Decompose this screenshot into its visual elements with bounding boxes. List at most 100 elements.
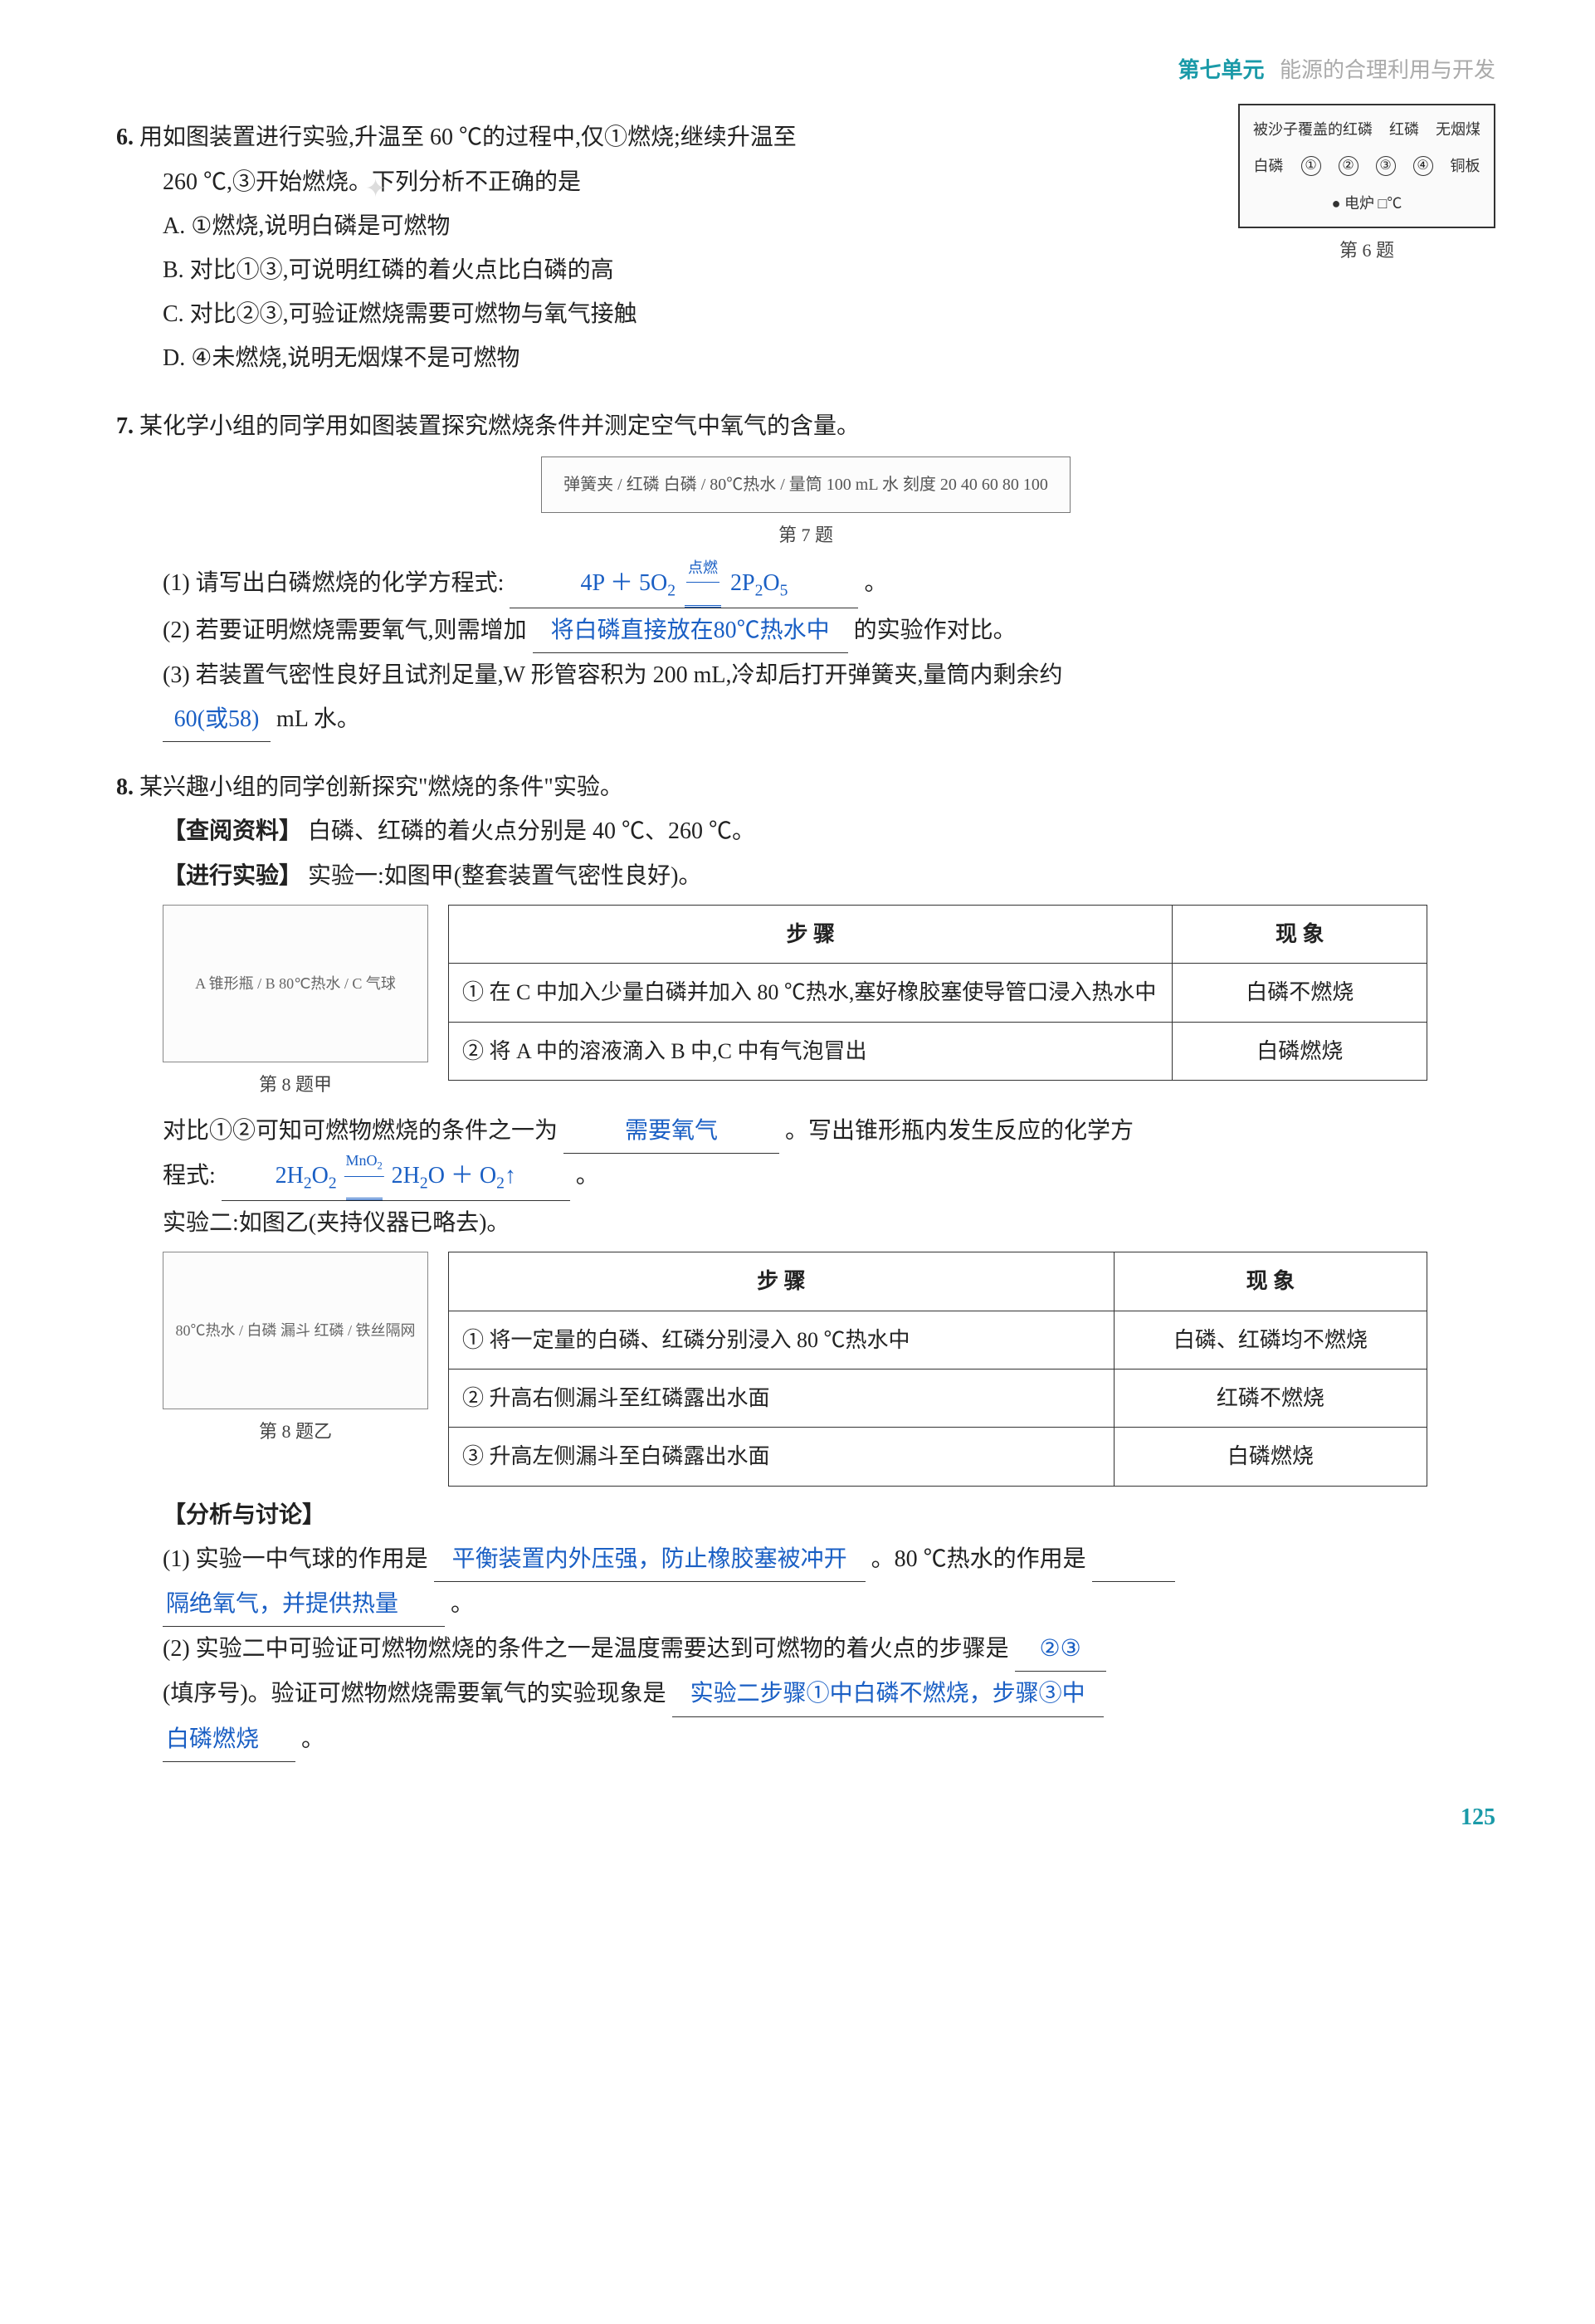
q8-exp2-row: 80℃热水 / 白磷 漏斗 红磷 / 铁丝隔网 第 8 题乙 步 骤 现 象 ①… bbox=[163, 1252, 1495, 1487]
q6-c3: ③ bbox=[1376, 156, 1396, 176]
q8-d2-line3: 白磷燃烧 。 bbox=[116, 1717, 1495, 1762]
q7-sub3-a: (3) 若装置气密性良好且试剂足量,W 形管容积为 200 mL,冷却后打开弹簧… bbox=[163, 662, 1062, 688]
t1-head-obs: 现 象 bbox=[1173, 905, 1427, 963]
q8-d1-ans1: 平衡装置内外压强，防止橡胶塞被冲开 bbox=[434, 1537, 866, 1582]
q6-num: 6. bbox=[116, 124, 134, 150]
question-6: 被沙子覆盖的红磷 红磷 无烟煤 白磷 ① ② ③ ④ 铜板 ● 电炉 □℃ 第 … bbox=[116, 115, 1495, 380]
q8-d1-line2: 隔绝氧气，并提供热量 。 bbox=[116, 1582, 1495, 1627]
q8-d2-ans1: ②③ bbox=[1015, 1627, 1106, 1672]
q8-diagram1-body: A 锥形瓶 / B 80℃热水 / C 气球 bbox=[163, 905, 428, 1062]
table-row: ① 将一定量的白磷、红磷分别浸入 80 ℃热水中 白磷、红磷均不燃烧 bbox=[449, 1311, 1427, 1369]
q8-after1-a: 对比①②可知可燃物燃烧的条件之一为 bbox=[163, 1118, 558, 1144]
q8-after1-line2: 程式: 2H2O2 MnO2 2H2O ＋ O2↑ 。 bbox=[116, 1154, 1495, 1201]
page-number: 125 bbox=[116, 1795, 1495, 1839]
t2-r1-step: ① 将一定量的白磷、红磷分别浸入 80 ℃热水中 bbox=[449, 1311, 1115, 1369]
q8-num: 8. bbox=[116, 774, 134, 800]
q8-after1-eq: 2H2O2 MnO2 2H2O ＋ O2↑ bbox=[222, 1154, 570, 1201]
q7-num: 7. bbox=[116, 413, 134, 439]
q8-after1-c: 程式: bbox=[163, 1163, 216, 1189]
q6-lbl-1: 被沙子覆盖的红磷 bbox=[1253, 115, 1373, 144]
q6-diagram: 被沙子覆盖的红磷 红磷 无烟煤 白磷 ① ② ③ ④ 铜板 ● 电炉 □℃ 第 … bbox=[1238, 104, 1495, 268]
q6-left: 白磷 bbox=[1254, 152, 1284, 180]
q8-diagram2: 80℃热水 / 白磷 漏斗 红磷 / 铁丝隔网 第 8 题乙 bbox=[163, 1252, 428, 1449]
q8-discuss-bracket: 【分析与讨论】 bbox=[163, 1502, 325, 1528]
q8-stem: 某兴趣小组的同学创新探究"燃烧的条件"实验。 bbox=[139, 774, 623, 800]
q7-stem-line: 7. 某化学小组的同学用如图装置探究燃烧条件并测定空气中氧气的含量。 bbox=[116, 404, 1495, 448]
q8-d2-line2: (填序号)。验证可燃物燃烧需要氧气的实验现象是 实验二步骤①中白磷不燃烧，步骤③… bbox=[116, 1672, 1495, 1716]
q8-table1: 步 骤 现 象 ① 在 C 中加入少量白磷并加入 80 ℃热水,塞好橡胶塞使导管… bbox=[448, 905, 1427, 1081]
q7-diagram-body: 弹簧夹 / 红磷 白磷 / 80℃热水 / 量筒 100 mL 水 刻度 20 … bbox=[541, 456, 1071, 513]
t2-head-obs: 现 象 bbox=[1114, 1252, 1427, 1311]
q7-sub2: (2) 若要证明燃烧需要氧气,则需增加 将白磷直接放在80℃热水中 的实验作对比… bbox=[116, 608, 1495, 653]
q8-d2-ans3: 白磷燃烧 bbox=[163, 1717, 295, 1762]
q6-c1: ① bbox=[1301, 156, 1321, 176]
q7-sub3: (3) 若装置气密性良好且试剂足量,W 形管容积为 200 mL,冷却后打开弹簧… bbox=[116, 653, 1495, 697]
t1-r1-step: ① 在 C 中加入少量白磷并加入 80 ℃热水,塞好橡胶塞使导管口浸入热水中 bbox=[449, 964, 1173, 1022]
q8-discuss-label: 【分析与讨论】 bbox=[116, 1493, 1495, 1537]
q8-stem-line: 8. 某兴趣小组的同学创新探究"燃烧的条件"实验。 bbox=[116, 765, 1495, 809]
q7-sub1-label: (1) 请写出白磷燃烧的化学方程式: bbox=[163, 570, 504, 596]
table-row: 步 骤 现 象 bbox=[449, 1252, 1427, 1311]
t1-head-step: 步 骤 bbox=[449, 905, 1173, 963]
q8-after1-line1: 对比①②可知可燃物燃烧的条件之一为 需要氧气 。写出锥形瓶内发生反应的化学方 bbox=[116, 1109, 1495, 1154]
t2-r2-obs: 红磷不燃烧 bbox=[1114, 1369, 1427, 1427]
table-row: ③ 升高左侧漏斗至白磷露出水面 白磷燃烧 bbox=[449, 1428, 1427, 1486]
q8-exp-label: 【进行实验】 bbox=[163, 863, 302, 889]
t2-head-step: 步 骤 bbox=[449, 1252, 1115, 1311]
question-8: 8. 某兴趣小组的同学创新探究"燃烧的条件"实验。 【查阅资料】 白磷、红磷的着… bbox=[116, 765, 1495, 1762]
table-row: ② 升高右侧漏斗至红磷露出水面 红磷不燃烧 bbox=[449, 1369, 1427, 1427]
q8-d1-b: 。80 ℃热水的作用是 bbox=[871, 1546, 1086, 1572]
q6-stem-a: 用如图装置进行实验,升温至 60 ℃的过程中,仅①燃烧;继续升温至 bbox=[139, 124, 797, 150]
t1-r1-obs: 白磷不燃烧 bbox=[1173, 964, 1427, 1022]
q8-d2-c: 。 bbox=[301, 1726, 324, 1752]
q6-lbl-3: 无烟煤 bbox=[1436, 115, 1480, 144]
q8-d2-ans2: 实验二步骤①中白磷不燃烧，步骤③中 bbox=[672, 1672, 1104, 1716]
table-row: ② 将 A 中的溶液滴入 B 中,C 中有气泡冒出 白磷燃烧 bbox=[449, 1022, 1427, 1080]
unit-label: 第七单元 bbox=[1178, 58, 1264, 82]
q8-exp1-intro: 实验一:如图甲(整套装置气密性良好)。 bbox=[308, 863, 701, 889]
q7-sub3-cont: 60(或58) mL 水。 bbox=[116, 697, 1495, 742]
t2-r1-obs: 白磷、红磷均不燃烧 bbox=[1114, 1311, 1427, 1369]
q8-exp1-row: A 锥形瓶 / B 80℃热水 / C 气球 第 8 题甲 步 骤 现 象 ① … bbox=[163, 905, 1495, 1102]
q8-diagram1-caption: 第 8 题甲 bbox=[163, 1067, 428, 1102]
table-row: ① 在 C 中加入少量白磷并加入 80 ℃热水,塞好橡胶塞使导管口浸入热水中 白… bbox=[449, 964, 1427, 1022]
unit-subtitle: 能源的合理利用与开发 bbox=[1280, 58, 1495, 82]
t2-r3-step: ③ 升高左侧漏斗至白磷露出水面 bbox=[449, 1428, 1115, 1486]
q7-sub2-b: 的实验作对比。 bbox=[854, 618, 1017, 643]
q6-opt-d: D. ④未燃烧,说明无烟煤不是可燃物 bbox=[116, 336, 1495, 380]
q8-after1-ans1: 需要氧气 bbox=[563, 1109, 779, 1154]
q8-after1-b: 。写出锥形瓶内发生反应的化学方 bbox=[785, 1118, 1134, 1144]
t1-r2-obs: 白磷燃烧 bbox=[1173, 1022, 1427, 1080]
q8-d2-line1: (2) 实验二中可验证可燃物燃烧的条件之一是温度需要达到可燃物的着火点的步骤是 … bbox=[116, 1627, 1495, 1672]
q8-d1-ans2: 隔绝氧气，并提供热量 bbox=[163, 1582, 445, 1627]
q7-sub3-b: mL 水。 bbox=[276, 706, 360, 732]
q8-exp-label-row: 【进行实验】 实验一:如图甲(整套装置气密性良好)。 bbox=[116, 854, 1495, 898]
t1-r2-step: ② 将 A 中的溶液滴入 B 中,C 中有气泡冒出 bbox=[449, 1022, 1173, 1080]
q8-diagram2-caption: 第 8 题乙 bbox=[163, 1414, 428, 1449]
table-row: 步 骤 现 象 bbox=[449, 905, 1427, 963]
q8-diagram1: A 锥形瓶 / B 80℃热水 / C 气球 第 8 题甲 bbox=[163, 905, 428, 1102]
q6-c2: ② bbox=[1339, 156, 1358, 176]
q8-d1-trail-blank bbox=[1092, 1537, 1175, 1582]
q7-stem: 某化学小组的同学用如图装置探究燃烧条件并测定空气中氧气的含量。 bbox=[139, 413, 860, 439]
q7-caption: 第 7 题 bbox=[116, 518, 1495, 553]
page-header: 第七单元 能源的合理利用与开发 bbox=[116, 50, 1495, 90]
q7-sub1-ans: 4P ＋ 5O2 点燃 2P2O5 bbox=[510, 561, 858, 608]
q6-caption: 第 6 题 bbox=[1238, 233, 1495, 268]
q6-diagram-body: 被沙子覆盖的红磷 红磷 无烟煤 白磷 ① ② ③ ④ 铜板 ● 电炉 □℃ bbox=[1238, 104, 1495, 228]
q7-sub2-ans: 将白磷直接放在80℃热水中 bbox=[533, 608, 848, 653]
q8-d2-a: (2) 实验二中可验证可燃物燃烧的条件之一是温度需要达到可燃物的着火点的步骤是 bbox=[163, 1636, 1009, 1662]
q6-opt-c: C. 对比②③,可验证燃烧需要可燃物与氧气接触 bbox=[116, 292, 1495, 336]
q8-d1-line1: (1) 实验一中气球的作用是 平衡装置内外压强，防止橡胶塞被冲开 。80 ℃热水… bbox=[116, 1537, 1495, 1582]
q7-sub2-a: (2) 若要证明燃烧需要氧气,则需增加 bbox=[163, 618, 527, 643]
q8-d1-c: 。 bbox=[451, 1591, 474, 1617]
q8-d1-a: (1) 实验一中气球的作用是 bbox=[163, 1546, 428, 1572]
q8-d2-b: (填序号)。验证可燃物燃烧需要氧气的实验现象是 bbox=[163, 1681, 666, 1706]
t2-r2-step: ② 升高右侧漏斗至红磷露出水面 bbox=[449, 1369, 1115, 1427]
t2-r3-obs: 白磷燃烧 bbox=[1114, 1428, 1427, 1486]
q8-info-label: 【查阅资料】 bbox=[163, 818, 302, 844]
q6-right: 铜板 bbox=[1451, 152, 1480, 180]
q8-exp2-intro: 实验二:如图乙(夹持仪器已略去)。 bbox=[116, 1201, 1495, 1245]
q7-sub3-ans: 60(或58) bbox=[163, 697, 271, 742]
question-7: 7. 某化学小组的同学用如图装置探究燃烧条件并测定空气中氧气的含量。 弹簧夹 /… bbox=[116, 404, 1495, 743]
